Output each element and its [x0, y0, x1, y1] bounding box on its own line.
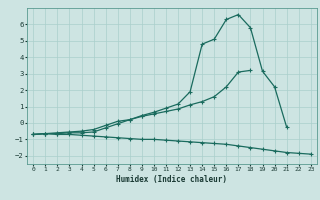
X-axis label: Humidex (Indice chaleur): Humidex (Indice chaleur): [116, 175, 228, 184]
